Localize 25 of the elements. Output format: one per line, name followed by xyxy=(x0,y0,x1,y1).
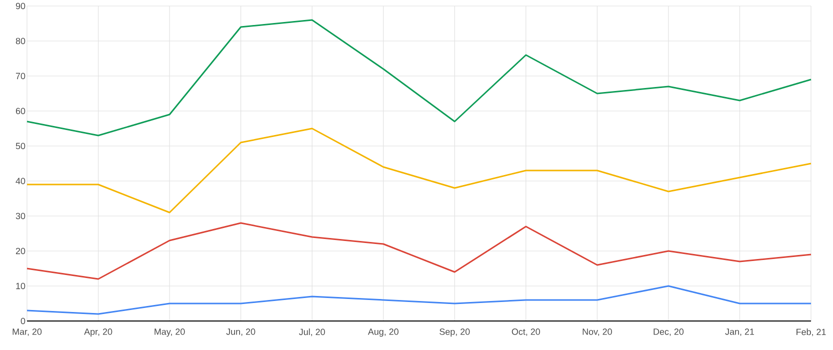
x-tick-label: Oct, 20 xyxy=(512,328,540,336)
x-tick-label: May, 20 xyxy=(154,328,185,337)
y-tick-label: 60 xyxy=(16,108,26,114)
y-tick-label: 40 xyxy=(16,178,26,184)
y-tick-label: 20 xyxy=(16,248,26,254)
x-tick-label: Nov, 20 xyxy=(582,328,612,336)
x-tick-label: Dec, 20 xyxy=(654,328,684,336)
y-tick-label: 0 xyxy=(20,318,26,324)
line-series xyxy=(26,222,812,280)
x-tick-label: Apr, 20 xyxy=(84,328,112,337)
y-tick-label: 10 xyxy=(16,282,26,290)
x-tick-label: Jan, 21 xyxy=(725,328,754,336)
line-series xyxy=(26,128,812,214)
y-tick-label: 90 xyxy=(16,2,26,10)
y-tick-label: 30 xyxy=(16,212,26,220)
x-tick-label: Mar, 20 xyxy=(12,328,42,336)
line-series xyxy=(26,19,812,136)
y-tick-label: 80 xyxy=(16,38,26,44)
x-tick-label: Aug, 20 xyxy=(368,328,398,337)
x-tick-label: Jun, 20 xyxy=(226,328,256,336)
y-tick-label: 50 xyxy=(16,142,26,150)
y-tick-label: 70 xyxy=(16,72,26,80)
x-tick-label: Jul, 20 xyxy=(299,328,325,336)
x-tick-label: Sep, 20 xyxy=(440,328,470,337)
x-tick-label: Feb, 21 xyxy=(796,328,826,336)
